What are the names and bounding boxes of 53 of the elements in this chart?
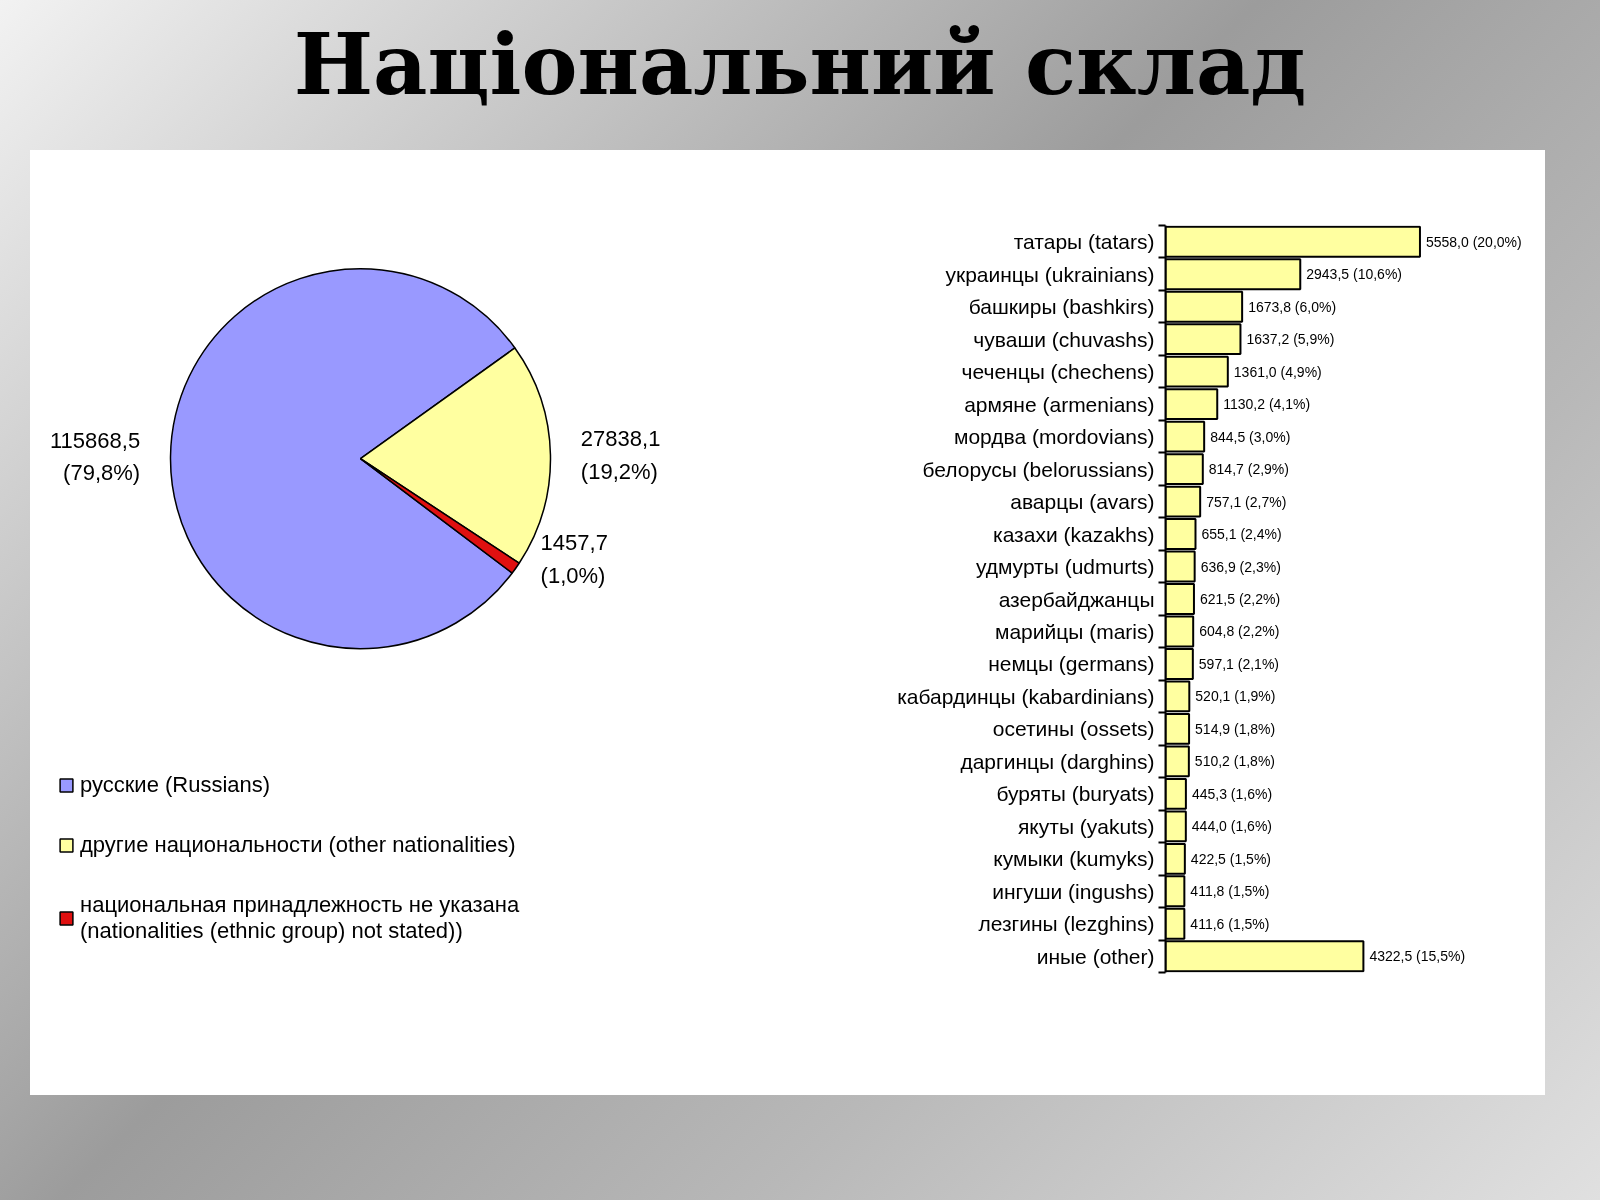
y-tick-label: украинцы (ukrainians) xyxy=(945,262,1155,286)
y-tick-label: ингуши (ingushs) xyxy=(992,879,1155,903)
data-label: 1637,2 (5,9%) xyxy=(1246,331,1335,348)
y-tick-label: лезгины (lezghins) xyxy=(978,912,1155,936)
y-tick-label: казахи (kazakhs) xyxy=(993,522,1155,546)
data-label: 1673,8 (6,0%) xyxy=(1248,298,1337,315)
y-tick-label: буряты (buryats) xyxy=(996,782,1155,806)
y-tick-label: марийцы (maris) xyxy=(994,619,1155,643)
y-tick-label: кабардинцы (kabardinians) xyxy=(897,684,1155,708)
chart-title: Національний склад xyxy=(293,14,1307,116)
legend-label: национальная принадлежность не указана (nationalities (ethnic group) not stated)) xyxy=(80,892,520,944)
y-tick-label: немцы (germans) xyxy=(988,652,1155,676)
y-tick-label: иные (other) xyxy=(1036,944,1155,968)
y-tick-label: армяне (armenians) xyxy=(964,392,1155,416)
data-label: 520,1 (1,9%) xyxy=(1195,688,1276,705)
data-label: 422,5 (1,5%) xyxy=(1190,850,1272,867)
legend-label: русские (Russians) xyxy=(80,772,271,798)
data-label: 1361,0 (4,9%) xyxy=(1233,363,1322,380)
data-label: 597,1 (2,1%) xyxy=(1198,655,1280,672)
data-label: 514,9 (1,8%) xyxy=(1195,720,1276,737)
data-label: 636,9 (2,3%) xyxy=(1200,558,1281,575)
y-tick-label: белорусы (belorussians) xyxy=(922,457,1155,481)
y-tick-label: татары (tatars) xyxy=(1013,230,1155,254)
data-label: 510,2 (1,8%) xyxy=(1194,753,1276,770)
y-tick-label: удмурты (udmurts) xyxy=(975,555,1155,579)
data-label: 444,0 (1,6%) xyxy=(1191,818,1272,835)
data-label: 814,7 (2,9%) xyxy=(1208,461,1289,478)
data-label: 411,6 (1,5%) xyxy=(1190,915,1270,932)
y-tick-label: мордва (mordovians) xyxy=(953,425,1155,449)
y-tick-label: башкиры (bashkirs) xyxy=(968,295,1155,319)
data-label: 27838,1 (19,2%) xyxy=(580,426,661,484)
data-label: 5558,0 (20,0%) xyxy=(1425,233,1522,250)
y-tick-label: даргинцы (darghins) xyxy=(960,749,1155,773)
data-label: 411,8 (1,5%) xyxy=(1190,883,1270,900)
legend-label: другие национальности (other nationalities) xyxy=(80,832,516,858)
data-label: 844,5 (3,0%) xyxy=(1210,428,1291,445)
data-label: 2943,5 (10,6%) xyxy=(1306,266,1402,283)
data-label: 1130,2 (4,1%) xyxy=(1223,396,1311,413)
data-label: 4322,5 (15,5%) xyxy=(1369,948,1466,965)
data-label: 621,5 (2,2%) xyxy=(1199,591,1281,607)
data-label: 655,1 (2,4%) xyxy=(1201,526,1282,543)
y-tick-label: чеченцы (chechens) xyxy=(961,360,1155,384)
y-tick-label: осетины (ossets) xyxy=(992,717,1155,741)
data-label: 445,3 (1,6%) xyxy=(1191,785,1273,802)
data-label: 604,8 (2,2%) xyxy=(1199,623,1280,640)
y-tick-label: кумыки (kumyks) xyxy=(993,847,1155,871)
y-tick-label: якуты (yakuts) xyxy=(1017,814,1155,838)
data-label: 1457,7 (1,0%) xyxy=(540,530,608,588)
data-label: 757,1 (2,7%) xyxy=(1206,493,1287,510)
y-tick-label: азербайджанцы xyxy=(998,587,1155,611)
y-tick-label: чуваши (chuvashs) xyxy=(973,327,1155,351)
data-label: 115868,5 (79,8%) xyxy=(49,427,141,486)
y-tick-label: аварцы (avars) xyxy=(1010,490,1155,514)
